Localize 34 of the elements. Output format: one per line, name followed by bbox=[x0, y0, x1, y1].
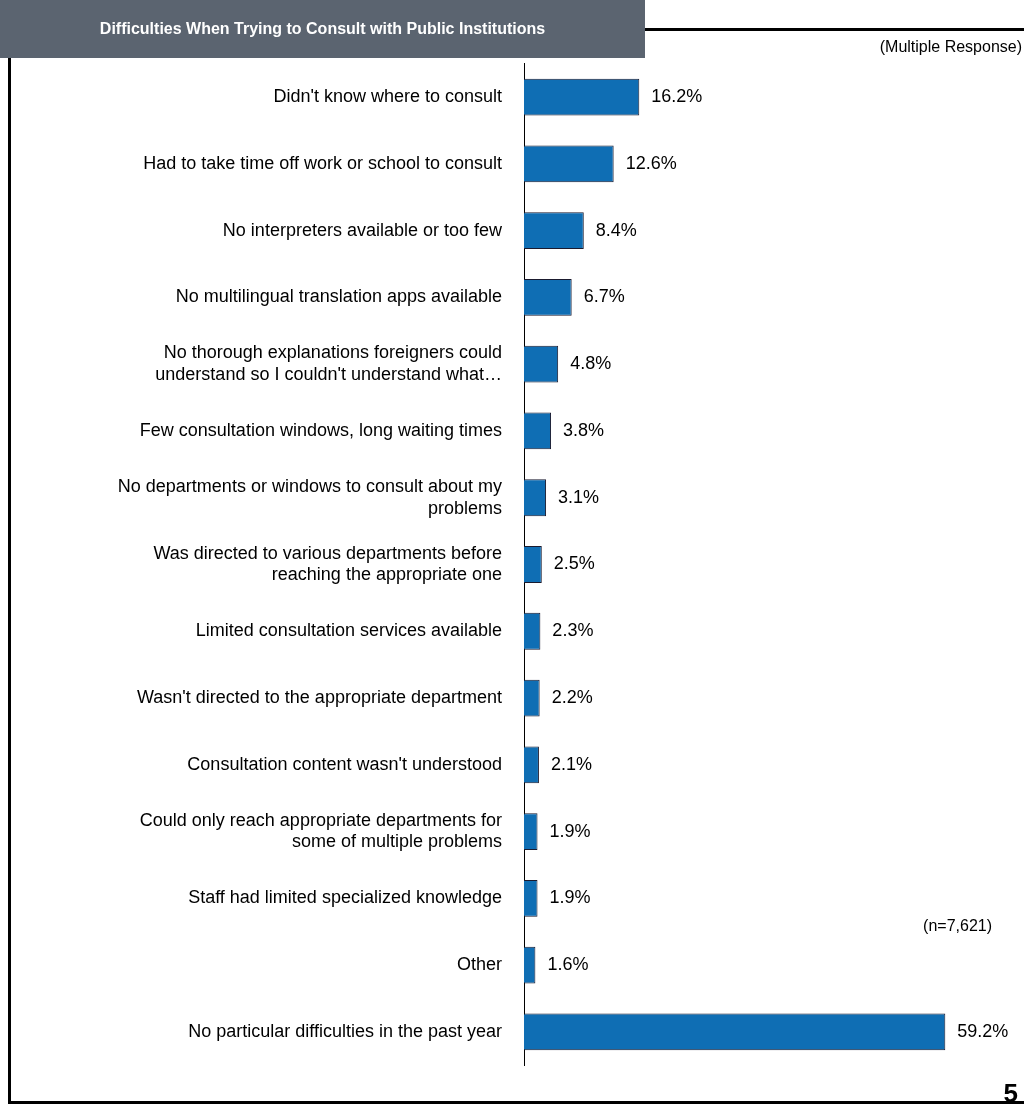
text: Difficulties When Trying to Consult with Public Institutions bbox=[0, 0, 645, 58]
text: 5 bbox=[1003, 1078, 1018, 1108]
data-label: 1.6% bbox=[547, 954, 589, 975]
y-tick-label: Was directed to various departments before reaching the appropriate one bbox=[153, 542, 502, 585]
y-tick-label: Had to take time off work or school to consult bbox=[143, 152, 502, 173]
y-tick-label: Wasn't directed to the appropriate department bbox=[137, 686, 502, 707]
y-tick-label: Consultation content wasn't understood bbox=[187, 753, 502, 774]
data-label: 4.8% bbox=[570, 353, 612, 374]
text: (Multiple Response) bbox=[879, 38, 1022, 56]
y-tick-label: Staff had limited specialized knowledge bbox=[188, 887, 502, 908]
data-label: 8.4% bbox=[595, 219, 637, 240]
data-label: 2.3% bbox=[552, 620, 594, 641]
data-label: 3.1% bbox=[558, 486, 600, 507]
data-label: 1.9% bbox=[549, 887, 591, 908]
y-tick-label: No departments or windows to consult about my problems bbox=[117, 475, 502, 518]
y-tick-label: No particular difficulties in the past year bbox=[188, 1020, 502, 1041]
annotation: (n=7,621) bbox=[923, 917, 992, 935]
data-label: 2.2% bbox=[551, 686, 593, 707]
y-tick-label: Few consultation windows, long waiting times bbox=[139, 419, 502, 440]
data-label: 1.9% bbox=[549, 820, 591, 841]
data-label: 16.2% bbox=[651, 86, 703, 107]
y-tick-label: No interpreters available or too few bbox=[222, 219, 503, 240]
data-label: 6.7% bbox=[583, 286, 625, 307]
y-tick-label: No thorough explanations foreigners could understand so I couldn't understand what… bbox=[155, 342, 502, 384]
y-tick-label: Could only reach appropriate departments for some of multiple problems bbox=[139, 809, 502, 852]
data-label: 2.1% bbox=[550, 753, 592, 774]
data-label: 59.2% bbox=[957, 1020, 1009, 1041]
y-tick-label: Limited consultation services available bbox=[195, 620, 502, 641]
y-tick-label: Didn't know where to consult bbox=[273, 86, 502, 107]
y-tick-label: No multilingual translation apps available bbox=[175, 286, 502, 307]
data-label: 3.8% bbox=[563, 419, 605, 440]
y-tick-label: Other bbox=[456, 954, 502, 975]
data-label: 2.5% bbox=[553, 553, 595, 574]
data-label: 12.6% bbox=[625, 152, 677, 173]
